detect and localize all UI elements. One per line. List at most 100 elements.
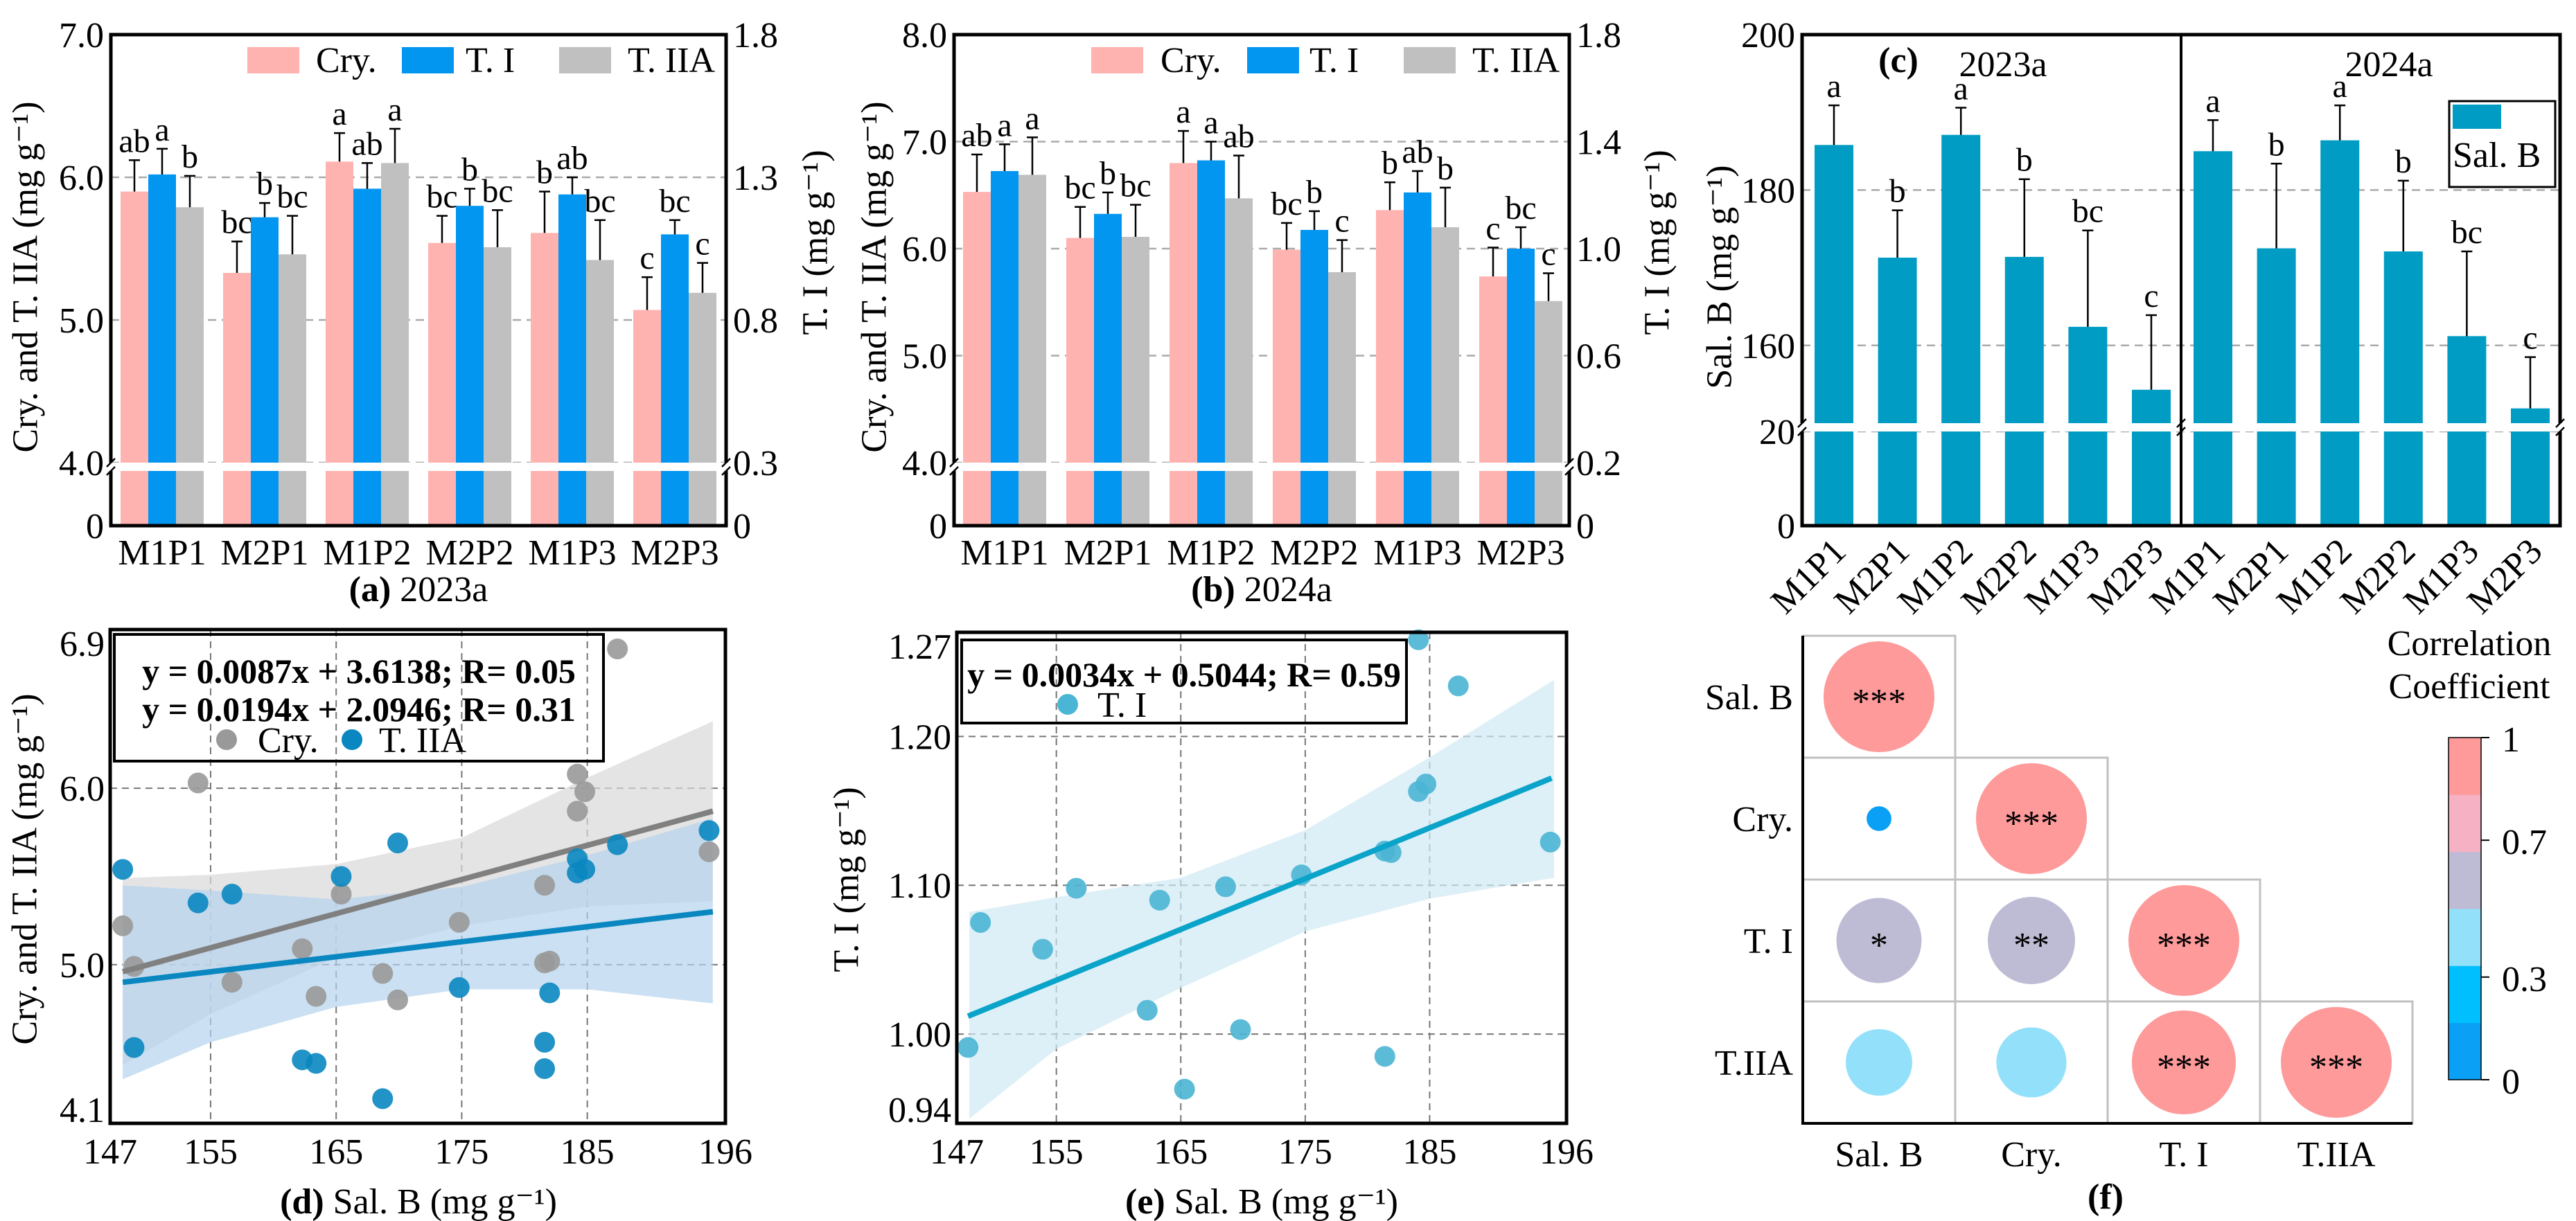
data-point xyxy=(1066,877,1087,899)
significance-letter: bc xyxy=(1271,186,1302,222)
legend-label: Cry. xyxy=(1161,41,1221,80)
data-point xyxy=(607,834,628,855)
data-point xyxy=(387,989,409,1010)
y-right-tick-label: 0 xyxy=(733,507,751,546)
significance-letter: b xyxy=(1306,174,1323,211)
y-left-tick-label: 0 xyxy=(1777,507,1795,546)
significance-letter: bc xyxy=(584,183,615,220)
data-point xyxy=(221,883,242,904)
row-label: T. I xyxy=(1744,922,1793,961)
panel-e-scatter-plot: y = 0.0034x + 0.5044; R= 0.59T. I 147 155 1… xyxy=(827,627,1594,1221)
data-point xyxy=(1215,876,1236,898)
x-tick-label: M1P2 xyxy=(1890,531,1980,621)
y-tick-label: 1.10 xyxy=(888,866,951,906)
data-point xyxy=(1447,675,1469,697)
y-right-tick-label: 1.8 xyxy=(1576,16,1621,55)
data-point xyxy=(1032,938,1053,960)
bar-tiia xyxy=(1018,175,1046,463)
bar-cry xyxy=(223,273,251,463)
significance-letter: a xyxy=(1203,105,1218,141)
y-tick-label: 0.94 xyxy=(888,1091,951,1130)
bar-lower-segment xyxy=(1094,471,1122,526)
bar-tiia xyxy=(484,247,511,463)
panel-tag: (e) xyxy=(1125,1182,1165,1221)
bar-lower-segment xyxy=(531,471,558,526)
data-point xyxy=(534,875,556,896)
y-tick-label: 6.0 xyxy=(60,769,105,809)
correlation-circle xyxy=(1976,763,2087,874)
x-tick-label: M2P2 xyxy=(425,533,513,573)
y-left-tick-label: 4.0 xyxy=(902,444,947,483)
y-right-tick-label: 1.4 xyxy=(1576,123,1621,163)
correlation-circle xyxy=(2281,1007,2392,1118)
data-point xyxy=(534,1058,556,1080)
x-tick-label: M2P1 xyxy=(1827,531,1917,621)
bar-ti xyxy=(1404,192,1431,463)
x-tick-label: M2P3 xyxy=(2460,531,2550,621)
significance-letter: bc xyxy=(2451,214,2482,251)
significance-letter: b xyxy=(1889,173,1906,210)
data-point xyxy=(534,1031,556,1053)
bar-lower-segment xyxy=(558,471,586,526)
caption-space xyxy=(324,1182,333,1221)
bar-ti xyxy=(661,234,689,463)
row-label: Sal. B xyxy=(1705,678,1793,718)
y-right-tick-label: 0.6 xyxy=(1576,337,1621,377)
x-tick-label: M2P3 xyxy=(1476,533,1564,573)
bar-lower-segment xyxy=(1941,431,1981,526)
y-right-tick-label: 1.0 xyxy=(1576,230,1621,269)
x-tick-label: M2P2 xyxy=(1270,533,1358,573)
legend-label: T. IIA xyxy=(628,41,716,80)
bar-lower-segment xyxy=(963,471,991,526)
significance-letter: ab xyxy=(1402,134,1433,170)
regression-equation: y = 0.0034x + 0.5044; R= 0.59 xyxy=(967,655,1401,694)
y-right-tick-label: 0 xyxy=(1576,507,1594,546)
y-left-tick-label: 0 xyxy=(86,507,104,546)
bar-lower-segment xyxy=(1197,471,1225,526)
axis-break-gap xyxy=(952,463,1571,471)
axis-break-mark xyxy=(721,458,731,467)
confidence-band xyxy=(969,679,1555,1119)
significance-letter: b xyxy=(1382,145,1398,181)
significance-letter: bc xyxy=(1120,168,1151,204)
panel-tag: (d) xyxy=(280,1182,324,1221)
bar-salb xyxy=(1815,145,1853,423)
y-tick-label: 1.27 xyxy=(888,627,951,667)
colorbar-frame xyxy=(2448,737,2482,1080)
bar-cry xyxy=(326,161,353,463)
axis-break-mark xyxy=(1564,458,1574,467)
x-tick-label: 196 xyxy=(1540,1132,1594,1172)
legend-label: T. I xyxy=(466,41,515,80)
bar-lower-segment xyxy=(456,471,484,526)
significance-letter: c xyxy=(1334,203,1349,240)
significance-letter: ab xyxy=(351,125,382,162)
y-left-tick-label: 8.0 xyxy=(902,16,947,55)
y-left-tick-label: 200 xyxy=(1741,16,1795,55)
data-point xyxy=(187,772,209,794)
significance-letter: ab xyxy=(1223,118,1254,155)
y-left-tick-label: 6.0 xyxy=(902,230,947,269)
significance-letter: bc xyxy=(482,172,513,209)
y-axis-label-left: Cry. and T. IIA (mg g⁻¹) xyxy=(855,101,894,452)
y-tick-label: 6.9 xyxy=(60,625,105,664)
x-tick-label: 185 xyxy=(561,1132,615,1172)
significance-letter: c xyxy=(2144,278,2158,314)
bar-lower-segment xyxy=(353,471,381,526)
significance-letter: ab xyxy=(556,140,588,177)
colorbar-title: Coefficient xyxy=(2389,667,2551,706)
bar-lower-segment xyxy=(1328,471,1356,526)
legend-box xyxy=(113,633,605,763)
bar-lower-segment xyxy=(484,471,511,526)
panel-c-bar-chart: ababbcc2023aababbcc2024a020160180200Sal.… xyxy=(1700,16,2574,621)
bar-cry xyxy=(1066,238,1094,463)
x-tick-label: M2P3 xyxy=(630,533,718,573)
colorbar-title: Correlation xyxy=(2388,624,2552,663)
legend-swatch xyxy=(1404,47,1456,73)
significance-letter: a xyxy=(1826,68,1841,105)
bar-lower-segment xyxy=(1878,431,1917,526)
column-label: Cry. xyxy=(2001,1135,2062,1175)
x-tick-label: 175 xyxy=(1278,1132,1332,1172)
bar-lower-segment xyxy=(633,471,661,526)
correlation-circle xyxy=(1867,806,1891,831)
x-tick-label: M2P1 xyxy=(2206,531,2296,621)
